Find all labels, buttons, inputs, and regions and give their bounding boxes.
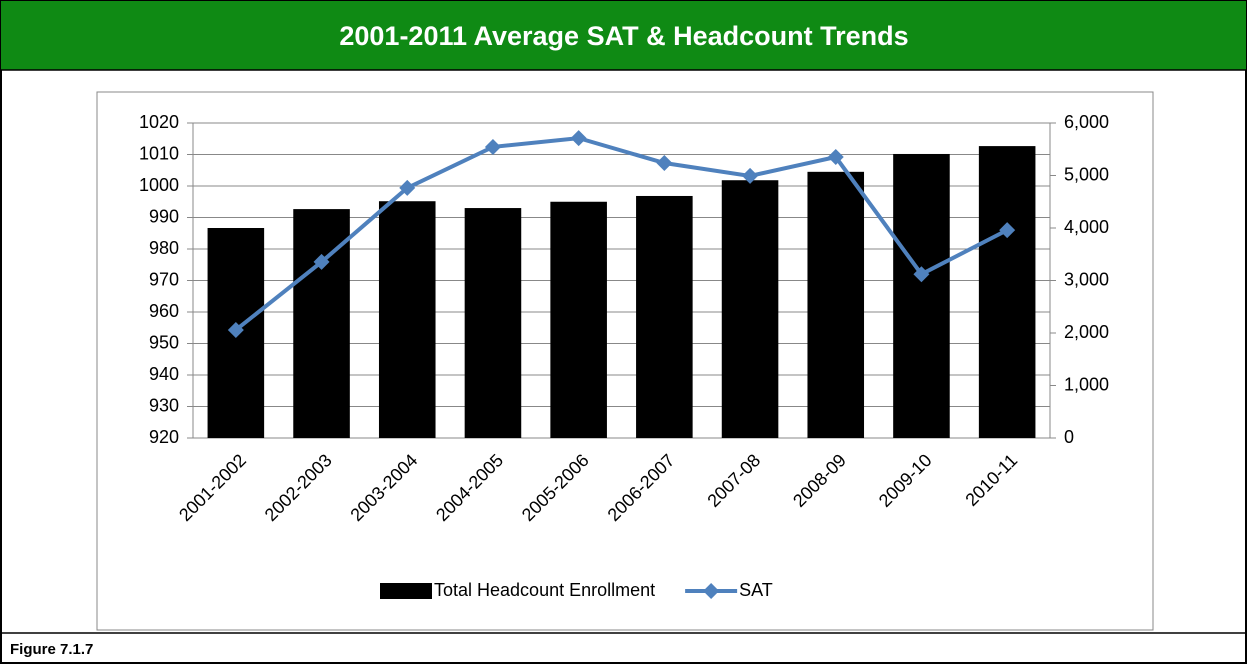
caption: Figure 7.1.7: [10, 641, 93, 658]
marker: [999, 222, 1016, 239]
line: [234, 136, 1009, 332]
bar: [636, 195, 693, 438]
y2-tick-label: 1,000: [1064, 374, 1109, 394]
y2-tick-label: 5,000: [1064, 164, 1109, 184]
marker: [913, 266, 930, 283]
y2-tick-label: 4,000: [1064, 217, 1109, 237]
bar: [807, 171, 865, 438]
y2-tick-label: 6,000: [1064, 112, 1109, 132]
marker: [227, 321, 244, 338]
legend-marker: [703, 583, 720, 599]
legend-swatch: [380, 583, 432, 599]
y-tick-label: 950: [149, 332, 179, 352]
bar: [550, 201, 607, 438]
legend-label: SAT: [739, 580, 773, 600]
y-tick-label: 1000: [139, 175, 179, 195]
bar: [378, 201, 436, 438]
y-tick-label: 980: [149, 238, 179, 258]
marker: [570, 130, 587, 147]
y2-tick-label: 3,000: [1064, 269, 1109, 289]
y-tick-label: 930: [149, 395, 179, 415]
y-tick-label: 1020: [139, 112, 179, 132]
marker: [399, 179, 416, 196]
y-tick-label: 970: [149, 269, 179, 289]
header-band: [1, 1, 1246, 70]
bar: [978, 146, 1036, 438]
y2-tick-label: 2,000: [1064, 322, 1109, 342]
bar: [721, 180, 779, 438]
y-tick-label: 1010: [139, 143, 179, 163]
chart-area: [96, 91, 1154, 631]
y-tick-label: 940: [149, 364, 179, 384]
y-tick-label: 920: [149, 427, 179, 447]
marker: [827, 149, 844, 166]
y-tick-label: 990: [149, 206, 179, 226]
marker: [313, 253, 330, 270]
marker: [742, 167, 759, 184]
marker: [484, 138, 501, 155]
marker: [656, 155, 673, 172]
bar: [893, 153, 950, 438]
y2-tick-label: 0: [1064, 427, 1074, 447]
legend-label: Total Headcount Enrollment: [434, 580, 655, 600]
bar: [464, 208, 522, 438]
y-tick-label: 960: [149, 301, 179, 321]
chart-title: 2001-2011 Average SAT & Headcount Trends: [339, 21, 908, 51]
